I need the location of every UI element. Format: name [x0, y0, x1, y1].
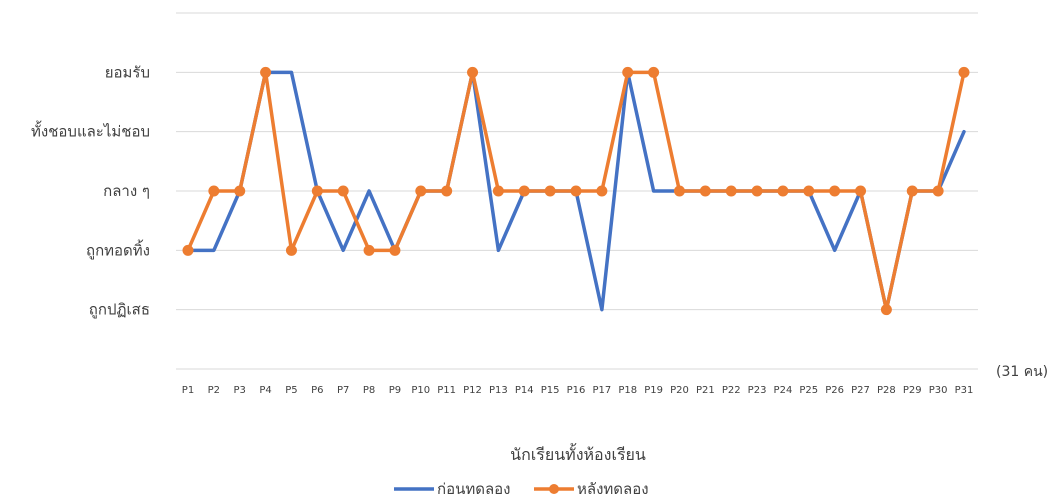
x-tick-label: P31 [955, 385, 974, 396]
data-point [880, 304, 892, 316]
data-point [648, 66, 660, 78]
y-axis-label: ถูกทอดทิ้ง [86, 239, 150, 259]
x-tick-label: P29 [903, 385, 922, 396]
data-point [725, 185, 737, 197]
x-tick-label: P12 [463, 385, 482, 396]
data-point [906, 185, 918, 197]
data-point [311, 185, 323, 197]
x-tick-label: P19 [644, 385, 663, 396]
x-tick-label: P13 [489, 385, 508, 396]
data-point [441, 185, 453, 197]
legend-label: ก่อนทดลอง [437, 480, 511, 498]
x-tick-label: P25 [799, 385, 818, 396]
x-tick-label: P6 [311, 385, 323, 396]
y-axis-label: ทั้งชอบและไม่ชอบ [31, 121, 150, 141]
x-tick-label: P22 [722, 385, 741, 396]
data-point [855, 185, 867, 197]
x-tick-label: P30 [929, 385, 948, 396]
data-point [699, 185, 711, 197]
x-axis-title: นักเรียนทั้งห้องเรียน [510, 443, 646, 464]
x-tick-label: P9 [389, 385, 401, 396]
y-axis-label: กลาง ๆ [103, 182, 150, 200]
x-tick-label: P21 [696, 385, 715, 396]
x-tick-label: P17 [592, 385, 611, 396]
data-point [285, 244, 297, 256]
unit-note: (31 คน) [996, 364, 1048, 380]
x-tick-label: P16 [567, 385, 586, 396]
x-tick-label: P11 [437, 385, 456, 396]
data-point [492, 185, 504, 197]
data-point [596, 185, 608, 197]
data-point [829, 185, 841, 197]
x-tick-label: P27 [851, 385, 870, 396]
data-point [467, 66, 479, 78]
data-point [389, 244, 401, 256]
x-tick-label: P3 [234, 385, 246, 396]
legend: ก่อนทดลอง หลังทดลอง [394, 480, 649, 498]
legend-label: หลังทดลอง [577, 480, 649, 498]
data-point [182, 244, 194, 256]
data-point [518, 185, 530, 197]
x-tick-label: P4 [259, 385, 271, 396]
series-markers [182, 66, 970, 316]
x-tick-label: P26 [825, 385, 844, 396]
gridlines [176, 12, 978, 370]
x-tick-label: P1 [182, 385, 194, 396]
data-point [260, 66, 272, 78]
data-point [234, 185, 246, 197]
data-point [208, 185, 220, 197]
y-axis-labels: ถูกปฏิเสธ ถูกทอดทิ้ง กลาง ๆ ทั้งชอบและไม่ชอ… [31, 63, 150, 318]
legend-marker [549, 484, 559, 494]
x-tick-label: P18 [618, 385, 637, 396]
data-point [622, 66, 634, 78]
x-tick-label: P7 [337, 385, 349, 396]
x-axis-tick-labels: P1 P2 P3 P4 P5 P6 P7 P8 P9 P10 P11 P12 P13 P14 P15 P16 P… [182, 385, 974, 396]
data-point [337, 185, 349, 197]
x-tick-label: P10 [411, 385, 430, 396]
data-point [673, 185, 685, 197]
data-point [363, 244, 375, 256]
data-point [415, 185, 427, 197]
data-point [932, 185, 944, 197]
x-tick-label: P15 [541, 385, 560, 396]
data-point [751, 185, 763, 197]
data-point [544, 185, 556, 197]
data-point [803, 185, 815, 197]
x-tick-label: P2 [208, 385, 220, 396]
x-tick-label: P23 [748, 385, 767, 396]
x-tick-label: P28 [877, 385, 896, 396]
x-tick-label: P14 [515, 385, 534, 396]
x-tick-label: P8 [363, 385, 375, 396]
x-tick-label: P5 [285, 385, 297, 396]
data-point [777, 185, 789, 197]
x-tick-label: P24 [774, 385, 793, 396]
y-axis-label: ถูกปฏิเสธ [89, 301, 150, 319]
y-axis-label: ยอมรับ [105, 63, 150, 81]
data-point [958, 66, 970, 78]
data-point [570, 185, 582, 197]
x-tick-label: P20 [670, 385, 689, 396]
